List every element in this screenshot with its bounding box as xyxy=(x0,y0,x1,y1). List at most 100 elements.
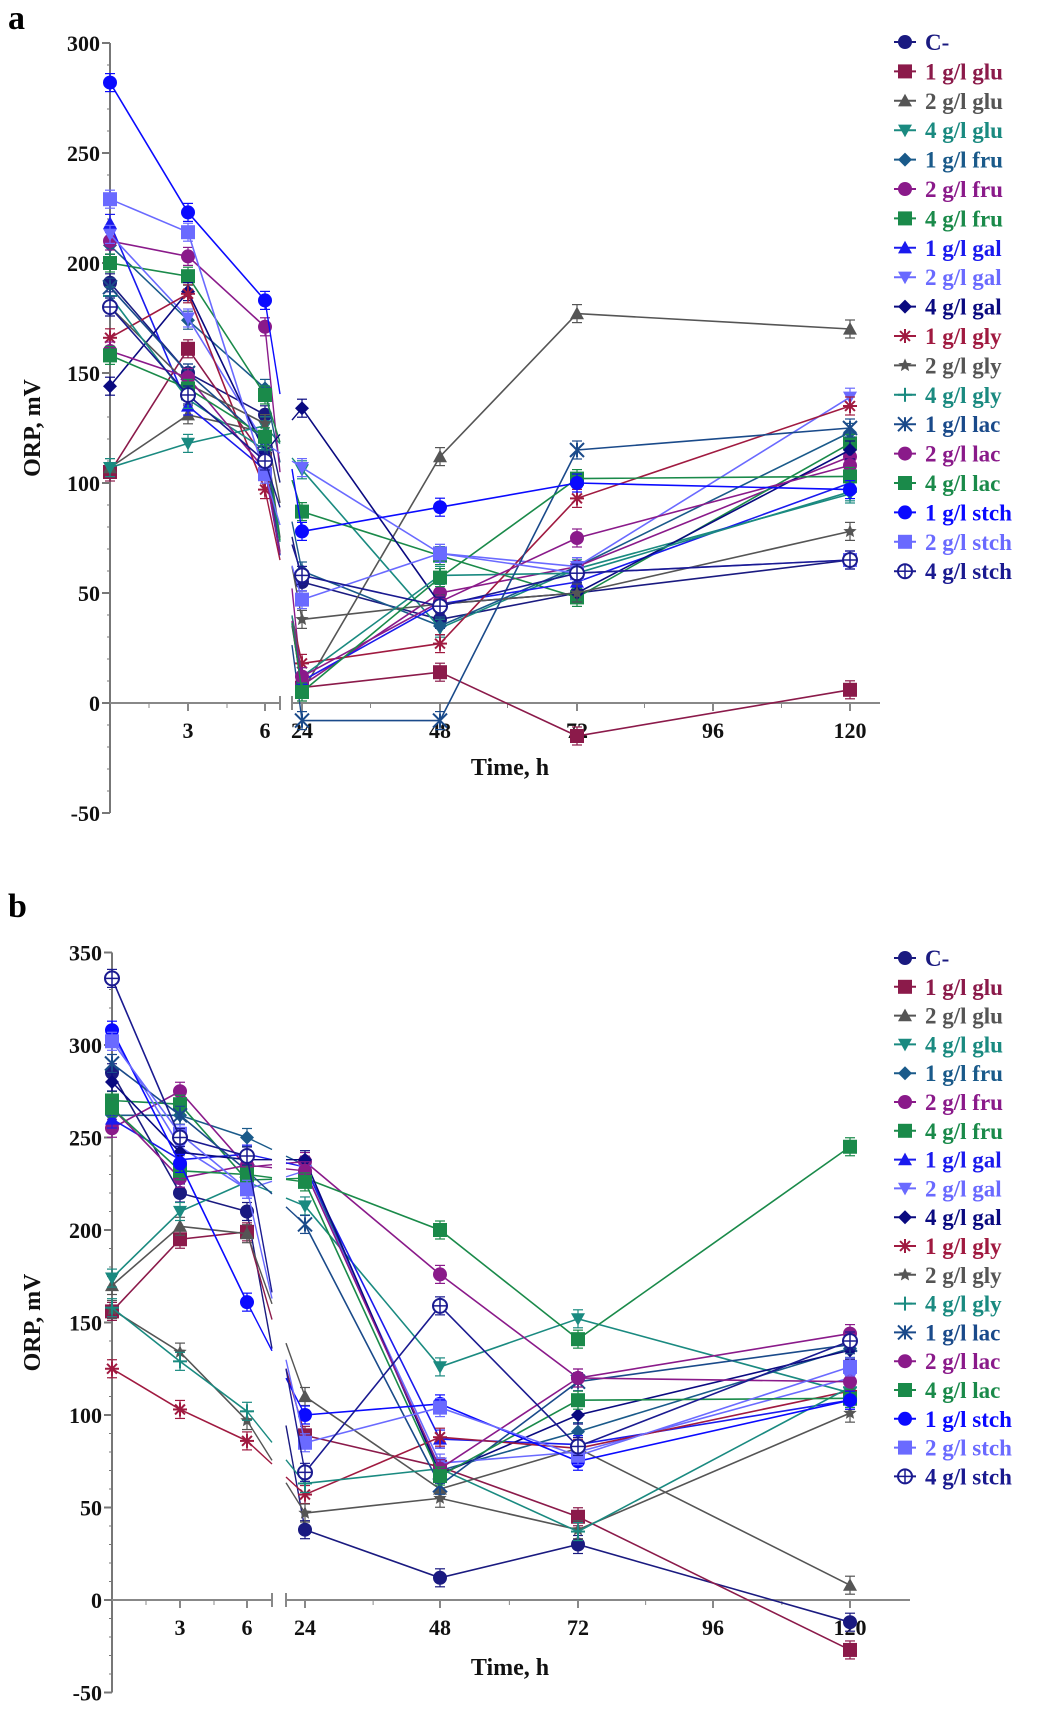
marker-star xyxy=(570,586,584,599)
marker-triangle-down xyxy=(103,228,117,242)
series-break-connector xyxy=(264,394,281,443)
marker-square xyxy=(843,1359,857,1374)
marker-asterisk xyxy=(173,1402,187,1417)
legend-item: 2 g/l gly xyxy=(894,1263,1002,1288)
legend-label: 4 g/l glu xyxy=(925,1032,1003,1057)
marker-circle xyxy=(898,182,912,196)
marker-x xyxy=(297,1216,313,1233)
marker-circle xyxy=(898,1411,912,1426)
marker-circle xyxy=(898,505,912,520)
marker-diamond xyxy=(898,1210,912,1225)
marker-square xyxy=(103,192,117,207)
marker-triangle xyxy=(105,1112,119,1125)
legend-item: 4 g/l stch xyxy=(894,559,1012,584)
marker-triangle-down xyxy=(571,1313,585,1326)
marker-triangle-down xyxy=(898,124,912,138)
marker-x xyxy=(569,442,585,458)
marker-asterisk xyxy=(898,1239,912,1253)
series-line xyxy=(304,1159,851,1476)
legend-item: 4 g/l glu xyxy=(894,1032,1003,1057)
series-line xyxy=(304,1170,851,1470)
x-tick-label: 6 xyxy=(260,718,271,743)
x-tick-label: 3 xyxy=(175,1615,186,1640)
x-tick-label: 6 xyxy=(242,1615,253,1640)
marker-triangle xyxy=(843,1578,857,1591)
marker-square xyxy=(105,1034,119,1049)
marker-circle xyxy=(570,476,584,490)
y-tick-label: 350 xyxy=(69,941,102,966)
legend-label: 1 g/l gal xyxy=(925,236,1002,261)
x-tick-label: 96 xyxy=(702,1615,724,1640)
marker-square xyxy=(433,1400,447,1415)
marker-triangle-down xyxy=(295,462,309,475)
legend-label: 4 g/l glu xyxy=(925,118,1003,143)
legend-item: C- xyxy=(894,946,949,971)
series-line xyxy=(301,396,851,568)
marker-circle xyxy=(898,1354,912,1369)
marker-circle-cross xyxy=(569,565,585,582)
legend-label: 2 g/l gly xyxy=(925,353,1002,378)
series-break-connector xyxy=(264,460,281,508)
marker-circle-cross xyxy=(897,563,913,580)
marker-triangle xyxy=(570,306,584,320)
series-line xyxy=(301,312,851,693)
legend-item: 1 g/l glu xyxy=(894,975,1003,1000)
y-axis-title: ORP, mV xyxy=(20,378,46,476)
series-1-g-l-stch xyxy=(105,1020,857,1471)
x-tick-label: 24 xyxy=(291,718,313,743)
marker-triangle xyxy=(898,1152,912,1166)
marker-triangle xyxy=(898,240,912,254)
marker-square xyxy=(295,592,309,607)
series-break-connector xyxy=(291,468,303,532)
marker-circle xyxy=(898,35,912,49)
marker-circle xyxy=(173,1186,187,1200)
marker-asterisk xyxy=(105,1361,119,1376)
marker-square xyxy=(258,429,272,444)
legend-item: C- xyxy=(894,30,949,55)
legend-item: 2 g/l gal xyxy=(894,265,1002,290)
marker-x xyxy=(432,712,448,729)
legend-label: 4 g/l gal xyxy=(925,295,1002,320)
marker-circle xyxy=(240,1295,254,1310)
series-1-g-l-gal xyxy=(103,213,857,691)
series-line xyxy=(301,464,851,678)
legend-label: 1 g/l gal xyxy=(925,1148,1002,1173)
marker-circle xyxy=(571,1371,585,1385)
marker-circle xyxy=(843,1393,857,1408)
series-break-connector xyxy=(246,1155,273,1293)
marker-square xyxy=(433,570,447,585)
marker-square xyxy=(898,64,912,79)
y-tick-label: 200 xyxy=(67,251,100,276)
marker-triangle-down xyxy=(898,1182,912,1196)
marker-circle-cross xyxy=(570,1438,586,1455)
marker-circle xyxy=(103,75,117,90)
marker-circle-cross xyxy=(897,1468,913,1485)
marker-plus xyxy=(898,1296,912,1311)
x-tick-label: 48 xyxy=(429,718,451,743)
marker-diamond xyxy=(240,1130,254,1145)
series-line xyxy=(301,530,851,621)
marker-circle xyxy=(298,1163,312,1178)
legend-item: 2 g/l fru xyxy=(894,177,1003,202)
marker-triangle-down xyxy=(181,312,195,325)
marker-circle xyxy=(433,500,447,515)
legend-item: 2 g/l stch xyxy=(894,1436,1012,1461)
series-2-g-l-gly xyxy=(105,1299,857,1540)
legend-label: 4 g/l lac xyxy=(925,1378,1000,1403)
marker-asterisk xyxy=(240,1433,254,1448)
marker-square xyxy=(105,1100,119,1115)
marker-circle-cross xyxy=(297,1464,313,1481)
marker-circle xyxy=(570,531,584,545)
marker-circle xyxy=(181,370,195,385)
marker-star xyxy=(295,612,309,626)
marker-triangle-down xyxy=(105,1272,119,1286)
marker-asterisk xyxy=(570,491,584,506)
series-line xyxy=(304,1395,851,1586)
legend-item: 4 g/l stch xyxy=(894,1464,1012,1489)
marker-circle-cross xyxy=(104,970,120,987)
series-line xyxy=(304,1390,851,1496)
legend-item: 2 g/l gal xyxy=(894,1176,1002,1201)
y-tick-label: 50 xyxy=(78,581,100,606)
marker-circle xyxy=(181,249,195,264)
legend-label: 4 g/l stch xyxy=(925,1464,1012,1489)
